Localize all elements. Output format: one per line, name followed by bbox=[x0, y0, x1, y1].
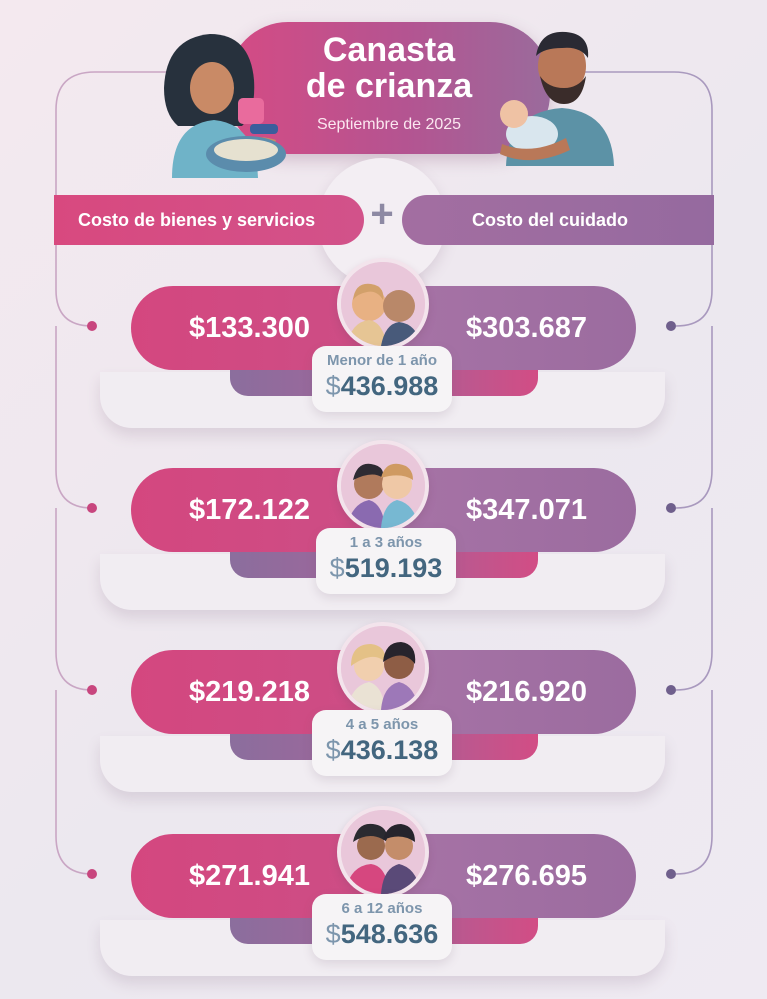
total-value: $519.193 bbox=[316, 552, 456, 584]
preschoolers-avatar bbox=[337, 622, 429, 714]
connector-dot bbox=[87, 503, 97, 513]
total-amount: 436.988 bbox=[340, 371, 439, 401]
connector-dot bbox=[666, 321, 676, 331]
total-amount: 436.138 bbox=[340, 735, 439, 765]
age-label: 6 a 12 años bbox=[341, 900, 423, 917]
currency-sign: $ bbox=[325, 371, 341, 401]
mother-feeding-illustration bbox=[164, 34, 286, 178]
connector-dot bbox=[87, 321, 97, 331]
age-label: Menor de 1 año bbox=[326, 352, 438, 369]
age-label: 1 a 3 años bbox=[349, 534, 423, 551]
total-box-6to12: 6 a 12 años $548.636 bbox=[312, 894, 452, 960]
currency-sign: $ bbox=[325, 735, 341, 765]
total-amount: 519.193 bbox=[344, 553, 443, 583]
total-amount: 548.636 bbox=[340, 919, 439, 949]
cuidado-banner: Costo del cuidado bbox=[402, 195, 714, 245]
connector-dot bbox=[87, 869, 97, 879]
toddlers-avatar bbox=[337, 440, 429, 532]
total-value: $548.636 bbox=[312, 918, 452, 950]
connector-dot bbox=[666, 503, 676, 513]
infants-avatar bbox=[337, 258, 429, 350]
page-subtitle: Septiembre de 2025 bbox=[316, 116, 462, 133]
age-label: 4 a 5 años bbox=[345, 716, 419, 733]
connector-dot bbox=[87, 685, 97, 695]
connector-dot bbox=[666, 869, 676, 879]
total-value: $436.988 bbox=[312, 370, 452, 402]
total-box-1to3: 1 a 3 años $519.193 bbox=[316, 528, 456, 594]
total-box-4to5: 4 a 5 años $436.138 bbox=[312, 710, 452, 776]
title-plate bbox=[228, 22, 550, 154]
total-value: $436.138 bbox=[312, 734, 452, 766]
bienes-banner: Costo de bienes y servicios bbox=[54, 195, 364, 245]
page-title: Canasta de crianza bbox=[250, 32, 528, 104]
currency-sign: $ bbox=[325, 919, 341, 949]
school-kids-avatar bbox=[337, 806, 429, 898]
title-line-2: de crianza bbox=[305, 67, 473, 105]
plus-icon: + bbox=[370, 192, 394, 236]
currency-sign: $ bbox=[329, 553, 345, 583]
total-box-under1: Menor de 1 año $436.988 bbox=[312, 346, 452, 412]
title-line-1: Canasta bbox=[322, 31, 456, 69]
father-holding-baby-illustration bbox=[500, 31, 614, 166]
connector-dot bbox=[666, 685, 676, 695]
